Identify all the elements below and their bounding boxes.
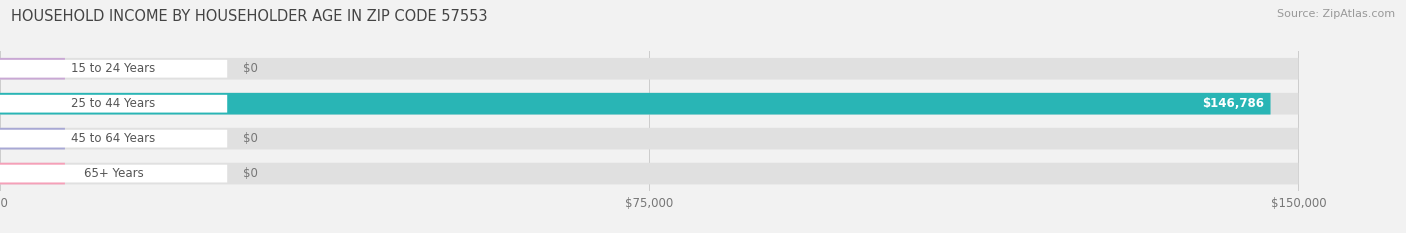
Text: $0: $0 bbox=[243, 62, 257, 75]
FancyBboxPatch shape bbox=[0, 58, 65, 80]
Text: $0: $0 bbox=[243, 132, 257, 145]
Text: $146,786: $146,786 bbox=[1202, 97, 1264, 110]
FancyBboxPatch shape bbox=[0, 60, 228, 78]
Text: 15 to 24 Years: 15 to 24 Years bbox=[72, 62, 156, 75]
FancyBboxPatch shape bbox=[0, 95, 228, 113]
FancyBboxPatch shape bbox=[0, 163, 1298, 185]
FancyBboxPatch shape bbox=[0, 165, 228, 182]
FancyBboxPatch shape bbox=[0, 163, 65, 185]
Text: Source: ZipAtlas.com: Source: ZipAtlas.com bbox=[1277, 9, 1395, 19]
FancyBboxPatch shape bbox=[0, 93, 1298, 115]
FancyBboxPatch shape bbox=[0, 128, 1298, 150]
Text: $0: $0 bbox=[243, 167, 257, 180]
Text: 45 to 64 Years: 45 to 64 Years bbox=[72, 132, 156, 145]
FancyBboxPatch shape bbox=[0, 93, 1271, 115]
Text: HOUSEHOLD INCOME BY HOUSEHOLDER AGE IN ZIP CODE 57553: HOUSEHOLD INCOME BY HOUSEHOLDER AGE IN Z… bbox=[11, 9, 488, 24]
FancyBboxPatch shape bbox=[0, 128, 65, 150]
FancyBboxPatch shape bbox=[0, 58, 1298, 80]
FancyBboxPatch shape bbox=[0, 130, 228, 147]
Text: 25 to 44 Years: 25 to 44 Years bbox=[72, 97, 156, 110]
Text: 65+ Years: 65+ Years bbox=[84, 167, 143, 180]
